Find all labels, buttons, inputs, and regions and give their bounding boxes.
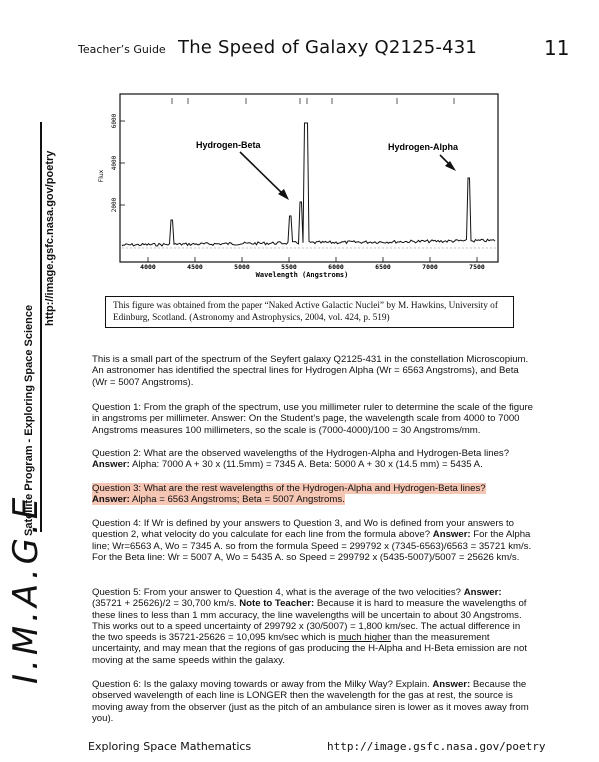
note-underlined: much higher xyxy=(338,632,391,644)
x-tick-label: 7500 xyxy=(469,263,485,271)
y-tick-6000: 6000 xyxy=(111,113,118,128)
question-6-text: Question 6: Is the galaxy moving towards… xyxy=(92,679,430,690)
teachers-guide-label: Teacher’s Guide xyxy=(78,43,166,56)
footer-title: Exploring Space Mathematics xyxy=(88,740,252,753)
arrow-beta-head xyxy=(278,189,289,200)
x-tick-label: 7000 xyxy=(422,263,438,271)
x-axis-label: Wavelength (Angstroms) xyxy=(256,271,349,279)
program-name: Satellite Program - Exploring Space Scie… xyxy=(23,304,35,536)
question-3-answer-label: Answer: xyxy=(92,494,130,506)
question-6-answer: Because the observed wavelength of each … xyxy=(92,679,529,724)
top-marks xyxy=(171,98,455,104)
y-tick-4000: 4000 xyxy=(111,155,118,170)
footer-url: http://image.gsfc.nasa.gov/poetry xyxy=(327,740,546,753)
question-4: Question 4: If Wr is defined by your ans… xyxy=(92,518,534,563)
question-2: Question 2: What are the observed wavele… xyxy=(92,448,534,471)
question-4-text: Question 4: If Wr is defined by your ans… xyxy=(92,518,514,541)
x-tick-label: 5500 xyxy=(281,263,297,271)
x-tick-label: 4500 xyxy=(187,263,203,271)
question-4-answer: For the Alpha line; Wr=6563 A, Wo = 7345… xyxy=(92,529,532,563)
sidebar-url: http://image.gsfc.nasa.gov/poetry xyxy=(44,150,56,326)
annotation-hydrogen-alpha: Hydrogen-Alpha xyxy=(388,142,459,152)
spectrum-line xyxy=(121,122,496,247)
question-3: Question 3: What are the rest wavelength… xyxy=(92,483,534,506)
y-tick-2000: 2000 xyxy=(111,197,118,212)
page-title: The Speed of Galaxy Q2125-431 xyxy=(178,37,478,58)
question-5-answer: (35721 + 25626)/2 = 30,700 km/s. xyxy=(92,598,237,610)
x-tick-label: 4000 xyxy=(140,263,156,271)
question-4-answer-label: Answer: xyxy=(432,529,471,541)
question-5-answer-label: Answer: xyxy=(463,587,502,598)
note-to-teacher-label: Note to Teacher: xyxy=(239,598,315,610)
question-3-answer: Alpha = 6563 Angstroms; Beta = 5007 Angs… xyxy=(129,494,345,506)
annotation-hydrogen-beta: Hydrogen-Beta xyxy=(196,140,262,150)
question-2-answer-label: Answer: xyxy=(92,459,130,471)
spectrum-figure: 6000 4000 2000 Flux 4000 4500 5000 5500 6000… xyxy=(92,88,502,283)
spectrum-plot: 6000 4000 2000 Flux 4000 4500 5000 5500 6000… xyxy=(98,93,499,279)
sidebar-divider xyxy=(40,122,42,532)
question-6: Question 6: Is the galaxy moving towards… xyxy=(92,679,534,724)
page-number: 11 xyxy=(544,36,570,60)
x-tick-label: 6000 xyxy=(328,263,344,271)
arrow-beta xyxy=(239,151,286,197)
figure-caption: This figure was obtained from the paper … xyxy=(105,296,514,328)
question-2-text: Question 2: What are the observed wavele… xyxy=(92,448,510,459)
question-1: Question 1: From the graph of the spectr… xyxy=(92,402,533,436)
question-3-text: Question 3: What are the rest wavelength… xyxy=(92,483,486,494)
note-to-teacher-b: than the measurement uncertainty, and ma… xyxy=(92,632,527,666)
x-tick-label: 5000 xyxy=(234,263,250,271)
note-to-teacher-a: Because it is hard to measure the wavele… xyxy=(92,598,527,644)
question-5-text: Question 5: From your answer to Question… xyxy=(92,587,462,598)
x-tick-label: 6500 xyxy=(375,263,391,271)
question-5: Question 5: From your answer to Question… xyxy=(92,587,534,666)
arrow-alpha-head xyxy=(445,161,456,171)
intro-paragraph: This is a small part of the spectrum of … xyxy=(92,354,529,388)
question-2-answer: Alpha: 7000 A + 30 x (11.5mm) = 7345 A. … xyxy=(129,459,483,471)
question-6-answer-label: Answer: xyxy=(432,679,471,690)
y-axis-label: Flux xyxy=(98,169,105,182)
